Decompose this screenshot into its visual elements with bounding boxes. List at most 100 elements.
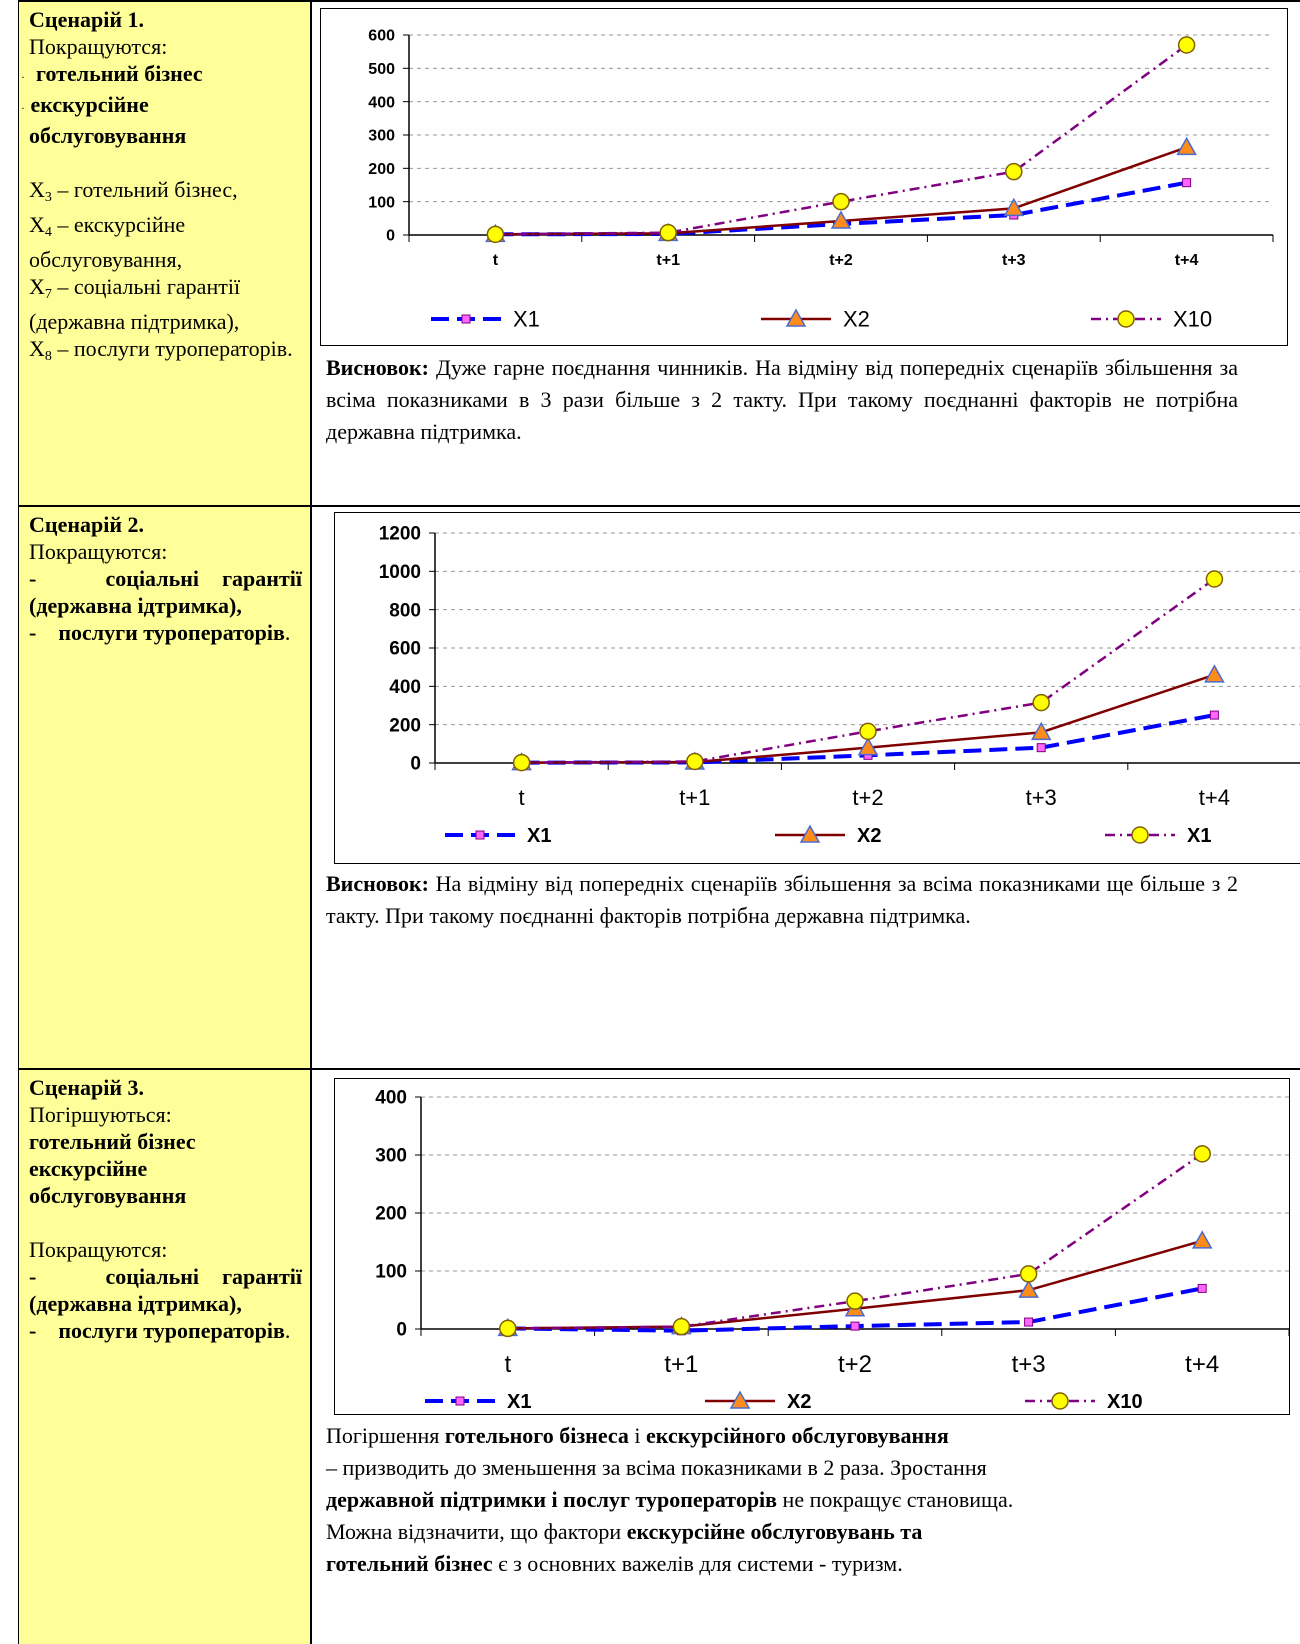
y-tick-label: 200 — [389, 715, 421, 736]
var-symbol: X — [29, 336, 45, 361]
var-text: – послуги туроператорів. — [52, 336, 293, 361]
y-tick-label: 0 — [386, 228, 395, 245]
scenario3-item-2: - послуги туроператорів. — [29, 1317, 302, 1344]
legend-label: X2 — [843, 307, 870, 332]
x-tick-label: t+4 — [1185, 1351, 1219, 1378]
dash: - — [29, 1264, 36, 1289]
text-run: екскурсійне обслуговувань та — [627, 1519, 923, 1544]
scenario3-left-cell: Сценарій 3. Погіршуються: готельний бізн… — [18, 1070, 312, 1644]
scenario3-conclusion: Погіршення готельного бізнеса і екскурсі… — [326, 1420, 1286, 1580]
var-symbol: X — [29, 274, 45, 299]
var-subscript: 4 — [45, 225, 52, 240]
dash: - — [29, 1318, 36, 1343]
scenario2-item-2-text: послуги туроператорів — [58, 620, 285, 645]
scenario1-item-2: · екскурсійне обслуговування — [29, 91, 302, 149]
x-tick-label: t+3 — [1026, 785, 1057, 810]
legend-marker — [1052, 1393, 1068, 1409]
y-tick-label: 200 — [368, 161, 395, 178]
chart-2-svg: 020040060080010001200t t+1 t+2 t+3 t+4X1 X2 X1 — [335, 513, 1300, 863]
y-tick-label: 100 — [375, 1262, 407, 1283]
data-point — [660, 225, 676, 241]
y-tick-label: 400 — [375, 1088, 407, 1109]
x-tick-label: t+3 — [1012, 1351, 1046, 1378]
scenario3-worsen-label: Погіршуються: — [29, 1101, 302, 1128]
legend-label: X10 — [1107, 1391, 1143, 1413]
y-tick-label: 0 — [396, 1320, 407, 1341]
data-point — [1194, 1146, 1210, 1162]
scenario1-item-1: · готельний бізнес — [29, 60, 302, 91]
y-tick-label: 400 — [368, 94, 395, 111]
legend-label: X1 — [527, 825, 551, 847]
data-point — [673, 1319, 689, 1335]
text-run: готельний бізнес — [326, 1551, 493, 1576]
scenario3-title: Сценарій 3. — [29, 1074, 302, 1101]
scenario1-var-x3: X3 – готельний бізнес, — [29, 176, 302, 211]
scenario3-worsen-item-1-text: готельний бізнес — [29, 1129, 196, 1154]
y-tick-label: 800 — [389, 600, 421, 621]
scenario2-conclusion: Висновок: На відміну від попередніх сцен… — [326, 868, 1238, 932]
var-subscript: 7 — [45, 287, 52, 302]
scenario1-item-2-text: екскурсійне обслуговування — [29, 92, 186, 148]
y-tick-label: 300 — [368, 128, 395, 145]
y-tick-label: 200 — [375, 1204, 407, 1225]
text-run: державной підтримки і послуг туроператор… — [326, 1487, 777, 1512]
legend-label: X1 — [507, 1391, 531, 1413]
x-tick-label: t+1 — [679, 785, 710, 810]
text-run: не покращує становища. — [777, 1487, 1013, 1512]
y-tick-label: 1200 — [379, 524, 421, 545]
x-tick-label: t+4 — [1175, 252, 1199, 269]
y-tick-label: 1000 — [379, 562, 421, 583]
text-run: – призводить до зменьшення за всіма пока… — [326, 1455, 987, 1480]
scenario3-worsen-item-2: екскурсійне обслуговування — [29, 1155, 302, 1209]
chart-3: 0 100 200 300 400 t t+1 t+2 t+3 t+4 X1 X2 X10 — [334, 1078, 1290, 1415]
data-point — [1021, 1266, 1037, 1282]
scenario3-worsen-item-1: готельний бізнес — [29, 1128, 302, 1155]
scenario2-item-2: - послуги туроператорів. — [29, 619, 302, 646]
x-tick-label: t+3 — [1002, 252, 1026, 269]
legend-label: X1 — [1187, 825, 1211, 847]
scenario2-title: Сценарій 2. — [29, 511, 302, 538]
chart-3-svg: 0100200300400t t+1 t+2 t+3 t+4X1 X2 X10 — [335, 1079, 1289, 1414]
scenario2-improve-label: Покращуются: — [29, 538, 302, 565]
scenario1-improve-label: Покращуются: — [29, 33, 302, 60]
data-point — [860, 723, 876, 739]
data-point — [514, 755, 530, 771]
bullet-dot: · — [21, 101, 25, 115]
data-point — [1193, 1232, 1211, 1248]
data-point — [1037, 744, 1045, 752]
data-point — [1198, 1284, 1206, 1292]
scenario3-line-2: – призводить до зменьшення за всіма пока… — [326, 1452, 1286, 1484]
scenario3-line-5: готельний бізнес є з основних важелів дл… — [326, 1548, 1286, 1580]
dash: - — [29, 566, 36, 591]
period: . — [285, 1318, 291, 1343]
scenario3-item-1-text: соціальні гарантії (державна ідтримка), — [29, 1264, 302, 1316]
data-point — [1183, 179, 1191, 187]
x-tick-label: t+2 — [852, 785, 883, 810]
text-run: готельного бізнеса — [445, 1423, 629, 1448]
x-tick-label: t+2 — [829, 252, 853, 269]
scenario1-item-1-text: готельний бізнес — [36, 61, 203, 86]
legend-label: X1 — [513, 307, 540, 332]
data-point — [500, 1320, 516, 1336]
spacer — [29, 149, 302, 176]
scenario3-line-1: Погіршення готельного бізнеса і екскурсі… — [326, 1420, 1286, 1452]
legend-marker — [476, 831, 484, 839]
data-point — [687, 753, 703, 769]
scenario3-line-4: Можна відзначити, що фактори екскурсійне… — [326, 1516, 1286, 1548]
scenario1-conclusion-text: Дуже гарне поєднання чинників. На відмін… — [326, 355, 1238, 444]
text-run: Погіршення — [326, 1423, 445, 1448]
data-point — [1025, 1318, 1033, 1326]
scenario1-conclusion-label: Висновок: — [326, 355, 429, 380]
legend-label: X2 — [857, 825, 881, 847]
data-point — [833, 194, 849, 210]
scenario3-item-2-text: послуги туроператорів — [58, 1318, 285, 1343]
x-tick-label: t+1 — [664, 1351, 698, 1378]
legend-marker — [456, 1397, 464, 1405]
legend-label: X2 — [787, 1391, 811, 1413]
y-tick-label: 500 — [368, 61, 395, 78]
scenario1-var-x4: X4 – екскурсійне обслуговування, — [29, 211, 302, 273]
text-run: Можна відзначити, що фактори — [326, 1519, 627, 1544]
var-symbol: X — [29, 212, 45, 237]
x-tick-label: t — [519, 785, 525, 810]
scenario2-conclusion-text: На відміну від попередніх сценаріїв збіл… — [326, 871, 1238, 928]
